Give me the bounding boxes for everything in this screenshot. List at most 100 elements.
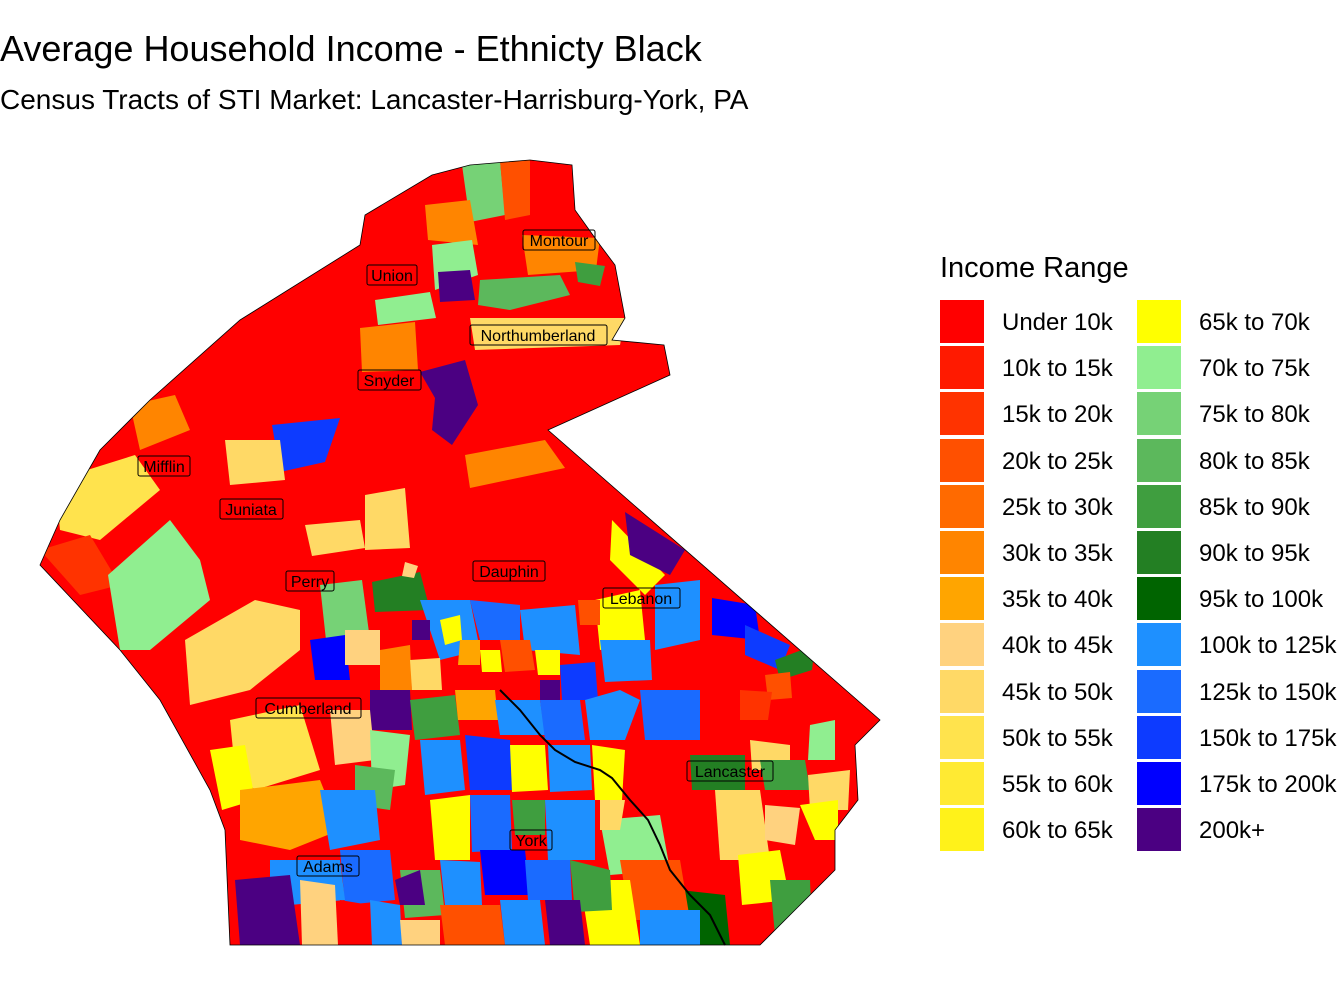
tract [620, 860, 690, 920]
legend-label: 65k to 70k [1199, 309, 1310, 336]
svg-text:Snyder: Snyder [364, 373, 415, 390]
tract [300, 880, 338, 945]
tract [540, 700, 585, 740]
legend-label: 75k to 80k [1199, 401, 1310, 429]
legend-label: 60k to 65k [1002, 817, 1113, 845]
legend-swatch [1137, 484, 1181, 528]
legend-label: 20k to 25k [1002, 447, 1113, 475]
tract [545, 900, 585, 945]
svg-text:Adams: Adams [303, 859, 353, 876]
legend-swatch [1137, 761, 1181, 805]
legend-label: 90k to 95k [1199, 539, 1310, 567]
svg-text:Dauphin: Dauphin [479, 564, 539, 581]
legend-label: 125k to 150k [1199, 678, 1337, 706]
legend-swatch [1137, 438, 1181, 482]
tract [440, 860, 482, 905]
legend-swatch [940, 669, 984, 713]
tract [402, 562, 418, 578]
svg-text:Union: Union [371, 268, 413, 285]
tract [360, 322, 418, 372]
legend-label: 15k to 20k [1002, 401, 1113, 429]
tract [500, 160, 530, 220]
legend-swatch [940, 530, 984, 574]
tract [412, 620, 430, 640]
tract [185, 600, 300, 705]
legend-swatch [940, 392, 984, 436]
tract [235, 875, 300, 945]
tract [470, 795, 512, 852]
legend-swatch [940, 346, 984, 390]
legend-swatch [940, 761, 984, 805]
tract [425, 200, 478, 245]
tract [438, 270, 475, 302]
tract [548, 745, 592, 792]
legend-swatch [1137, 392, 1181, 436]
legend-label: 50k to 55k [1002, 724, 1113, 752]
county-label-union: Union [366, 264, 418, 286]
map-subtitle: Census Tracts of STI Market: Lancaster-H… [0, 84, 749, 115]
tract [640, 690, 700, 740]
legend-label: 85k to 90k [1199, 493, 1310, 521]
legend-label: Under 10k [1002, 309, 1113, 336]
tract [600, 800, 625, 830]
legend-label: 150k to 175k [1199, 724, 1337, 752]
tract [310, 635, 350, 680]
tract [462, 160, 505, 222]
county-label-perry: Perry [285, 570, 335, 592]
tract [470, 600, 520, 640]
tract [375, 292, 436, 325]
tract [808, 720, 835, 760]
tract [345, 630, 380, 665]
legend-label: 40k to 45k [1002, 632, 1113, 660]
legend-swatch [1137, 715, 1181, 759]
tract [465, 440, 565, 488]
tract [108, 520, 210, 650]
tract [455, 690, 498, 720]
tract [370, 690, 412, 730]
legend-swatch [940, 715, 984, 759]
svg-text:Montour: Montour [530, 233, 589, 250]
tract [430, 795, 470, 860]
legend-swatch [940, 577, 984, 621]
tract [372, 572, 430, 612]
tract [535, 650, 560, 675]
tract [560, 662, 598, 700]
tract [592, 745, 625, 800]
legend-label: 25k to 30k [1002, 493, 1113, 521]
svg-text:Perry: Perry [291, 574, 329, 591]
legend-label: 30k to 35k [1002, 539, 1113, 567]
county-labels: Montour Union Northumberland Snyder Miff… [137, 229, 774, 877]
tract [458, 640, 480, 665]
tract [540, 680, 560, 700]
tract [595, 590, 645, 650]
legend-label: 70k to 75k [1199, 355, 1310, 383]
county-label-montour: Montour [522, 229, 596, 251]
tract [765, 805, 800, 845]
legend-label: 100k to 125k [1199, 632, 1337, 660]
tract [225, 440, 285, 485]
svg-text:Juniata: Juniata [225, 502, 277, 519]
legend-swatch [940, 808, 984, 852]
tract [40, 535, 120, 595]
tract [420, 740, 465, 795]
tract [305, 520, 365, 556]
tract [320, 580, 370, 640]
tract-fills [40, 160, 880, 945]
tract [440, 905, 505, 945]
river-line [499, 689, 726, 946]
tract [640, 910, 700, 945]
svg-text:Lebanon: Lebanon [610, 591, 672, 608]
legend-title: Income Range [940, 252, 1129, 284]
tract [545, 800, 595, 860]
tract [512, 800, 545, 835]
tract [510, 745, 548, 792]
tract [370, 900, 402, 945]
tract [500, 900, 545, 945]
tract [715, 790, 770, 860]
tract [330, 710, 375, 765]
tract [578, 600, 600, 625]
tract [808, 770, 850, 810]
legend-swatch [1137, 300, 1181, 343]
tract [655, 580, 700, 650]
svg-text:Northumberland: Northumberland [481, 328, 596, 345]
